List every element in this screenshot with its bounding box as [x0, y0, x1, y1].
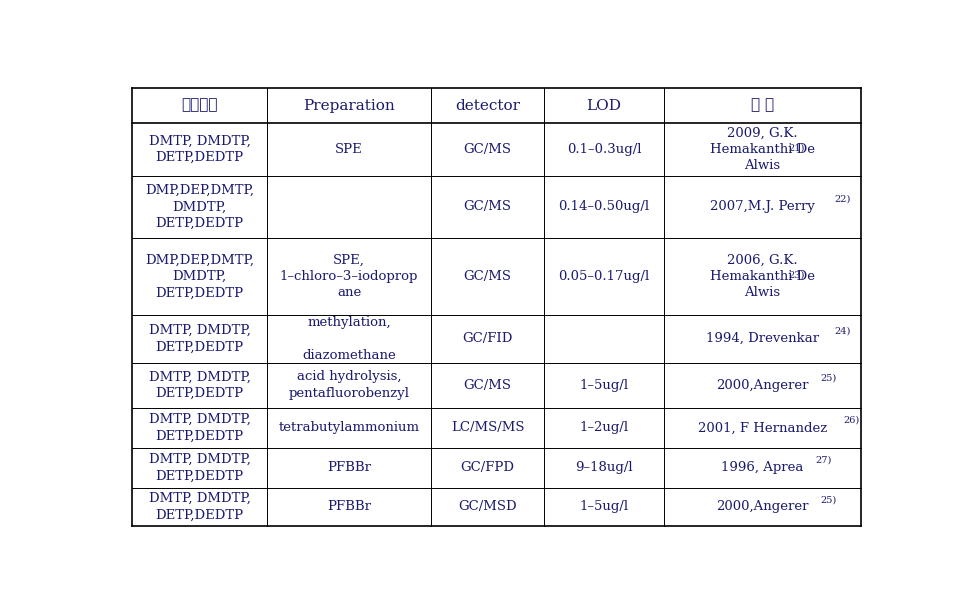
- Text: detector: detector: [455, 99, 520, 113]
- Text: DMTP, DMDTP,
DETP,DEDTP: DMTP, DMDTP, DETP,DEDTP: [149, 324, 251, 353]
- Text: 2007,M.J. Perry: 2007,M.J. Perry: [710, 200, 815, 213]
- Text: 23): 23): [788, 270, 804, 279]
- Text: DMP,DEP,DMTP,
DMDTP,
DETP,DEDTP: DMP,DEP,DMTP, DMDTP, DETP,DEDTP: [145, 184, 254, 230]
- Text: methylation,

diazomethane: methylation, diazomethane: [302, 316, 396, 362]
- Text: SPE,
1–chloro–3–iodoprop
ane: SPE, 1–chloro–3–iodoprop ane: [280, 253, 419, 300]
- Text: 0.14–0.50ug/l: 0.14–0.50ug/l: [558, 200, 649, 213]
- Text: SPE: SPE: [335, 143, 363, 156]
- Text: DMP,DEP,DMTP,
DMDTP,
DETP,DEDTP: DMP,DEP,DMTP, DMDTP, DETP,DEDTP: [145, 253, 254, 300]
- Text: tetrabutylammonium: tetrabutylammonium: [279, 421, 420, 434]
- Text: Preparation: Preparation: [303, 99, 395, 113]
- Text: GC/MS: GC/MS: [463, 143, 512, 156]
- Text: 1–5ug/l: 1–5ug/l: [579, 500, 629, 513]
- Text: 25): 25): [821, 373, 836, 382]
- Text: DMTP, DMDTP,
DETP,DEDTP: DMTP, DMDTP, DETP,DEDTP: [149, 453, 251, 483]
- Text: 26): 26): [844, 416, 860, 425]
- Text: 비 고: 비 고: [751, 99, 774, 113]
- Text: 9–18ug/l: 9–18ug/l: [576, 461, 633, 474]
- Text: GC/MS: GC/MS: [463, 270, 512, 283]
- Text: DMTP, DMDTP,
DETP,DEDTP: DMTP, DMDTP, DETP,DEDTP: [149, 135, 251, 164]
- Text: LC/MS/MS: LC/MS/MS: [451, 421, 524, 434]
- Text: 22): 22): [834, 195, 851, 204]
- Text: 2001, F Hernandez: 2001, F Hernandez: [698, 421, 828, 434]
- Text: 27): 27): [816, 456, 832, 465]
- Text: 25): 25): [821, 495, 836, 504]
- Text: 대상물질: 대상물질: [181, 99, 218, 113]
- Text: 2006, G.K.
Hemakanthi De
Alwis: 2006, G.K. Hemakanthi De Alwis: [710, 253, 815, 300]
- Text: 2009, G.K.
Hemakanthi De
Alwis: 2009, G.K. Hemakanthi De Alwis: [710, 126, 815, 173]
- Text: 0.1–0.3ug/l: 0.1–0.3ug/l: [567, 143, 641, 156]
- Text: 1994, Drevenkar: 1994, Drevenkar: [706, 332, 819, 345]
- Text: GC/MS: GC/MS: [463, 200, 512, 213]
- Text: GC/MSD: GC/MSD: [458, 500, 516, 513]
- Text: PFBBr: PFBBr: [328, 461, 371, 474]
- Text: PFBBr: PFBBr: [328, 500, 371, 513]
- Text: 1–2ug/l: 1–2ug/l: [579, 421, 629, 434]
- Text: GC/MS: GC/MS: [463, 379, 512, 392]
- Text: 2000,Angerer: 2000,Angerer: [716, 500, 809, 513]
- Text: 2000,Angerer: 2000,Angerer: [716, 379, 809, 392]
- Text: DMTP, DMDTP,
DETP,DEDTP: DMTP, DMDTP, DETP,DEDTP: [149, 492, 251, 522]
- Text: 0.05–0.17ug/l: 0.05–0.17ug/l: [558, 270, 649, 283]
- Text: 1996, Aprea: 1996, Aprea: [721, 461, 803, 474]
- Text: DMTP, DMDTP,
DETP,DEDTP: DMTP, DMDTP, DETP,DEDTP: [149, 413, 251, 443]
- Text: acid hydrolysis,
pentafluorobenzyl: acid hydrolysis, pentafluorobenzyl: [289, 371, 410, 400]
- Text: LOD: LOD: [586, 99, 621, 113]
- Text: 1–5ug/l: 1–5ug/l: [579, 379, 629, 392]
- Text: DMTP, DMDTP,
DETP,DEDTP: DMTP, DMDTP, DETP,DEDTP: [149, 371, 251, 400]
- Text: 24): 24): [834, 327, 851, 336]
- Text: 21): 21): [788, 143, 804, 152]
- Text: GC/FID: GC/FID: [462, 332, 513, 345]
- Text: GC/FPD: GC/FPD: [460, 461, 515, 474]
